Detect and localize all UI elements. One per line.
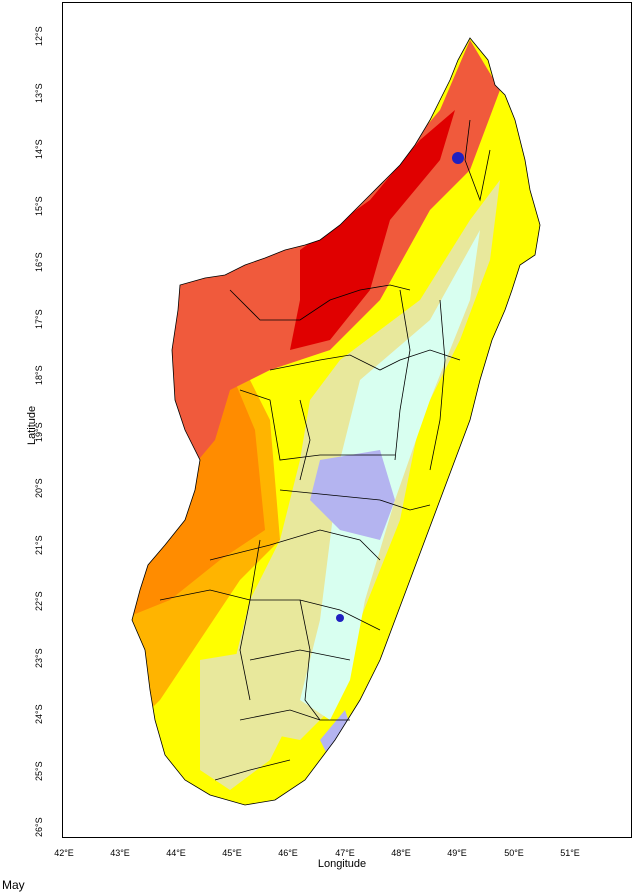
lat-tick: 18°S bbox=[34, 365, 44, 385]
lon-tick: 49°E bbox=[447, 848, 467, 858]
lon-tick: 50°E bbox=[504, 848, 524, 858]
lat-tick: 22°S bbox=[34, 591, 44, 611]
region-borders bbox=[159, 119, 491, 781]
lon-tick: 46°E bbox=[278, 848, 298, 858]
lat-tick: 16°S bbox=[34, 252, 44, 272]
lat-tick: 25°S bbox=[34, 761, 44, 781]
map-frame bbox=[62, 2, 632, 838]
lat-tick: 17°S bbox=[34, 309, 44, 329]
lon-tick: 48°E bbox=[391, 848, 411, 858]
lat-tick: 13°S bbox=[34, 83, 44, 103]
coastline bbox=[131, 37, 541, 806]
lat-tick: 12°S bbox=[34, 26, 44, 46]
lat-tick: 21°S bbox=[34, 535, 44, 555]
lat-tick: 26°S bbox=[34, 817, 44, 837]
climate-field bbox=[132, 38, 540, 805]
lat-tick: 14°S bbox=[34, 139, 44, 159]
lon-tick: 51°E bbox=[560, 848, 580, 858]
lon-tick: 45°E bbox=[222, 848, 242, 858]
lat-tick: 15°S bbox=[34, 196, 44, 216]
lat-tick: 23°S bbox=[34, 648, 44, 668]
lon-tick: 43°E bbox=[110, 848, 130, 858]
y-axis-title: Latitude bbox=[26, 405, 38, 445]
lon-tick: 42°E bbox=[54, 848, 74, 858]
lat-tick: 20°S bbox=[34, 478, 44, 498]
lon-tick: 47°E bbox=[335, 848, 355, 858]
x-axis-title: Longitude bbox=[317, 858, 367, 870]
lon-tick: 44°E bbox=[166, 848, 186, 858]
month-label: May bbox=[2, 878, 25, 892]
lat-tick: 24°S bbox=[34, 704, 44, 724]
